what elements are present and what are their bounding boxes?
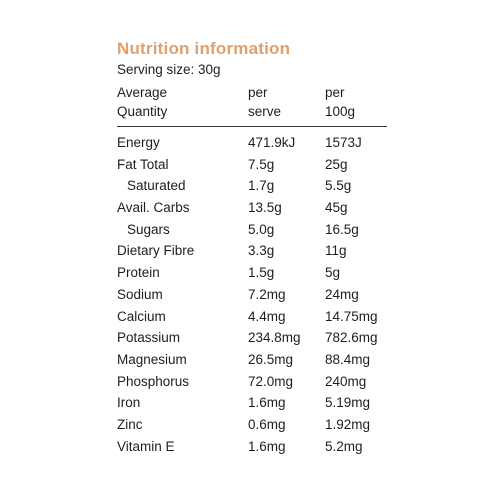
header-quantity-line1: Average <box>117 85 168 100</box>
nutrient-name: Fat Total <box>117 156 169 172</box>
serving-size: Serving size: 30g <box>117 62 221 77</box>
nutrient-per-100g: 5.5g <box>325 178 352 194</box>
nutrient-per-100g: 1573J <box>325 135 362 150</box>
nutrient-row-potassium: Potassium 234.8mg 782.6mg <box>117 327 387 349</box>
nutrient-row-iron: Iron 1.6mg 5.19mg <box>117 392 387 414</box>
nutrient-name: Calcium <box>117 308 166 324</box>
nutrient-row-sodium: Sodium 7.2mg 24mg <box>117 284 387 306</box>
nutrient-per-100g: 5.19mg <box>325 395 371 411</box>
nutrient-per-serve: 4.4mg <box>248 308 286 324</box>
header-per-serve: per serve <box>248 83 281 121</box>
nutrient-per-100g: 11g <box>325 243 347 259</box>
nutrient-row-saturated: Saturated 1.7g 5.5g <box>117 175 387 197</box>
nutrient-per-100g: 14.75mg <box>325 308 378 324</box>
nutrient-name: Protein <box>117 265 160 281</box>
nutrient-per-100g: 1.92mg <box>325 416 371 432</box>
nutrient-per-100g: 782.6mg <box>325 330 378 346</box>
nutrient-name: Saturated <box>127 178 186 194</box>
nutrient-name: Potassium <box>117 330 181 346</box>
nutrient-name: Energy <box>117 135 160 150</box>
nutrient-per-serve: 1.7g <box>248 178 275 194</box>
nutrition-panel: Nutrition information Serving size: 30g … <box>117 38 387 457</box>
nutrient-row-zinc: Zinc 0.6mg 1.92mg <box>117 414 387 436</box>
nutrient-name: Sugars <box>127 221 170 237</box>
nutrient-name: Vitamin E <box>117 438 175 454</box>
nutrient-per-100g: 5.2mg <box>325 438 363 454</box>
nutrient-name: Sodium <box>117 286 163 302</box>
nutrient-per-serve: 7.2mg <box>248 286 286 302</box>
nutrient-per-serve: 5.0g <box>248 221 275 237</box>
nutrient-per-serve: 7.5g <box>248 156 275 172</box>
nutrient-row-calcium: Calcium 4.4mg 14.75mg <box>117 306 387 328</box>
panel-title: Nutrition information <box>117 39 291 58</box>
nutrient-name: Dietary Fibre <box>117 243 195 259</box>
nutrient-per-100g: 45g <box>325 200 348 216</box>
nutrient-per-serve: 0.6mg <box>248 416 286 432</box>
header-per-100g-line1: per <box>325 85 345 100</box>
nutrient-per-100g: 25g <box>325 156 348 172</box>
nutrient-per-100g: 16.5g <box>325 221 359 237</box>
nutrient-per-100g: 24mg <box>325 286 359 302</box>
nutrient-row-magnesium: Magnesium 26.5mg 88.4mg <box>117 349 387 371</box>
header-per-serve-line2: serve <box>248 104 282 119</box>
nutrient-name: Iron <box>117 395 141 411</box>
nutrient-per-serve: 1.6mg <box>248 395 286 411</box>
nutrient-per-serve: 1.6mg <box>248 438 286 454</box>
nutrient-name: Phosphorus <box>117 373 190 389</box>
nutrient-per-serve: 72.0mg <box>248 373 294 389</box>
nutrient-row-protein: Protein 1.5g 5g <box>117 262 387 284</box>
nutrient-per-100g: 88.4mg <box>325 351 371 367</box>
nutrient-per-serve: 13.5g <box>248 200 282 216</box>
nutrient-row-phosphorus: Phosphorus 72.0mg 240mg <box>117 371 387 393</box>
header-quantity-line2: Quantity <box>117 104 168 119</box>
nutrient-row-fat-total: Fat Total 7.5g 25g <box>117 154 387 176</box>
nutrient-row-energy: Energy 471.9kJ 1573J <box>117 132 387 154</box>
nutrient-per-100g: 240mg <box>325 373 367 389</box>
nutrient-name: Magnesium <box>117 351 187 367</box>
header-per-serve-line1: per <box>248 85 268 100</box>
nutrient-per-serve: 471.9kJ <box>248 135 296 150</box>
nutrient-per-serve: 26.5mg <box>248 351 294 367</box>
nutrient-per-100g: 5g <box>325 265 341 281</box>
nutrient-per-serve: 3.3g <box>248 243 275 259</box>
nutrient-table: Energy 471.9kJ 1573J Fat Total 7.5g 25g … <box>117 132 387 457</box>
header-per-100g-line2: 100g <box>325 104 356 119</box>
nutrient-per-serve: 234.8mg <box>248 330 301 346</box>
nutrient-per-serve: 1.5g <box>248 265 275 281</box>
header-quantity: Average Quantity <box>117 83 167 121</box>
nutrient-row-sugars: Sugars 5.0g 16.5g <box>117 219 387 241</box>
header-per-100g: per 100g <box>325 83 355 121</box>
header-divider <box>117 126 387 127</box>
nutrient-row-vitamin-e: Vitamin E 1.6mg 5.2mg <box>117 436 387 458</box>
nutrient-name: Avail. Carbs <box>117 200 190 216</box>
nutrient-row-dietary-fibre: Dietary Fibre 3.3g 11g <box>117 240 387 262</box>
column-header: Average Quantity per serve per 100g <box>117 83 387 121</box>
nutrient-row-avail-carbs: Avail. Carbs 13.5g 45g <box>117 197 387 219</box>
nutrient-name: Zinc <box>117 416 143 432</box>
